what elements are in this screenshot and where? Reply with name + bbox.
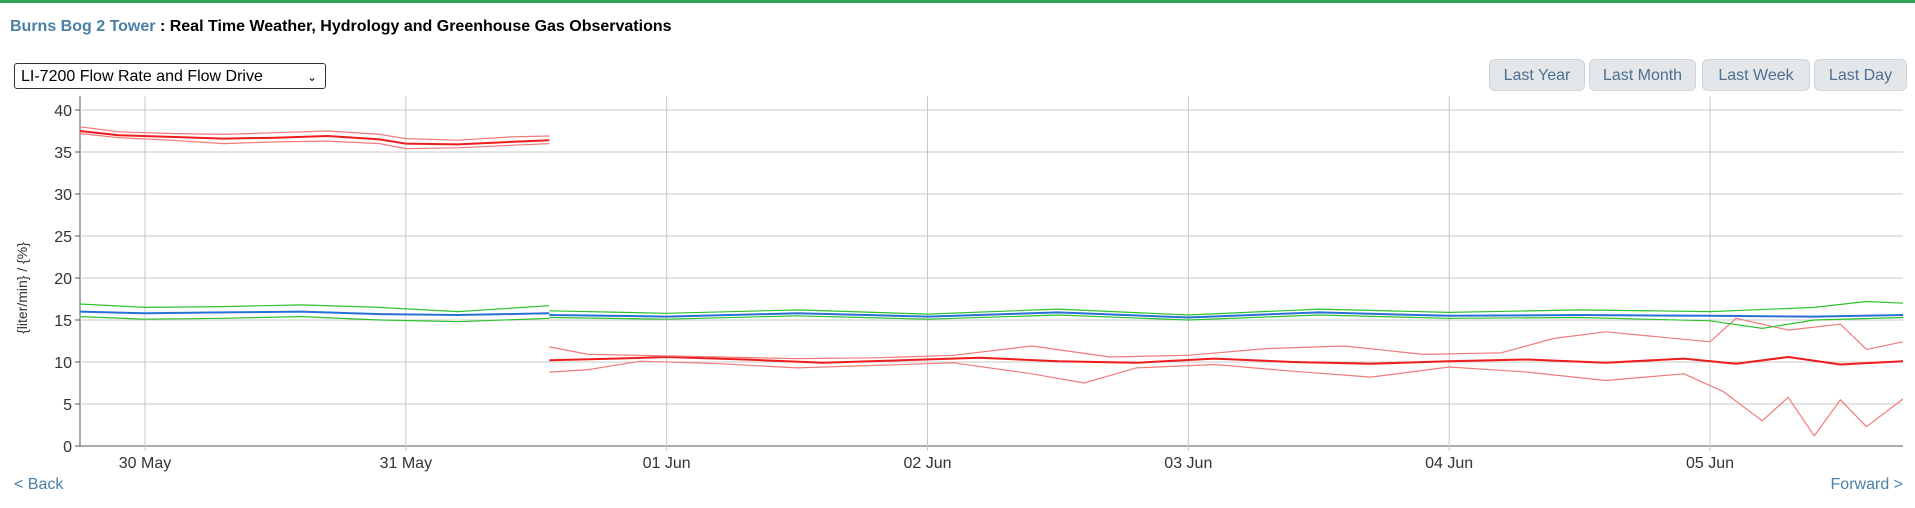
x-tick-label: 02 Jun	[903, 455, 951, 472]
station-link[interactable]: Burns Bog 2 Tower	[10, 18, 156, 35]
x-tick-label: 31 May	[380, 455, 432, 472]
x-tick-label: 04 Jun	[1425, 455, 1473, 472]
page-subtitle: Real Time Weather, Hydrology and Greenho…	[169, 18, 672, 35]
page-title: Burns Bog 2 Tower : Real Time Weather, H…	[10, 18, 672, 36]
x-tick-label: 05 Jun	[1686, 455, 1734, 472]
last-year-button[interactable]: Last Year	[1489, 59, 1585, 91]
series-line-4	[549, 300, 1904, 316]
y-tick-label: 25	[54, 229, 72, 246]
top-accent-bar	[0, 0, 1915, 3]
series-line-4	[79, 303, 550, 313]
series-line-3	[79, 310, 550, 316]
y-tick-label: 40	[54, 103, 72, 120]
y-tick-label: 30	[54, 187, 72, 204]
series-line-5	[79, 316, 550, 323]
last-day-button[interactable]: Last Day	[1814, 59, 1907, 91]
series-lines	[79, 126, 1904, 437]
series-line-3	[549, 311, 1904, 319]
x-tick-label: 30 May	[119, 455, 171, 472]
series-line-5	[549, 314, 1904, 329]
variable-select[interactable]: LI-7200 Flow Rate and Flow Drive ⌄	[14, 63, 326, 89]
series-line-2	[549, 360, 1904, 437]
y-tick-label: 15	[54, 313, 72, 330]
series-line-1	[79, 126, 550, 141]
y-tick-label: 20	[54, 271, 72, 288]
last-week-button[interactable]: Last Week	[1702, 59, 1810, 91]
y-tick-label: 10	[54, 355, 72, 372]
series-line-0	[79, 130, 550, 146]
x-tick-label: 03 Jun	[1164, 455, 1212, 472]
y-axis: 0 5 10 15 20 25 30 35 40	[54, 103, 72, 456]
title-separator: :	[155, 18, 170, 35]
y-axis-label: {liter/min} / {%}	[14, 242, 30, 334]
last-month-button[interactable]: Last Month	[1589, 59, 1696, 91]
y-tick-label: 35	[54, 145, 72, 162]
variable-select-value: LI-7200 Flow Rate and Flow Drive	[21, 68, 263, 85]
chart-grid	[75, 96, 1903, 451]
y-tick-label: 5	[63, 397, 72, 414]
x-axis: 30 May 31 May 01 Jun 02 Jun 03 Jun 04 Jun 05 J…	[119, 455, 1734, 472]
forward-link[interactable]: Forward >	[1830, 476, 1903, 493]
y-tick-label: 0	[63, 439, 72, 456]
series-line-1	[549, 317, 1904, 360]
x-tick-label: 01 Jun	[643, 455, 691, 472]
series-line-2	[79, 132, 550, 150]
back-link[interactable]: < Back	[14, 476, 64, 493]
series-line-0	[549, 356, 1904, 366]
chevron-down-icon: ⌄	[306, 70, 317, 84]
